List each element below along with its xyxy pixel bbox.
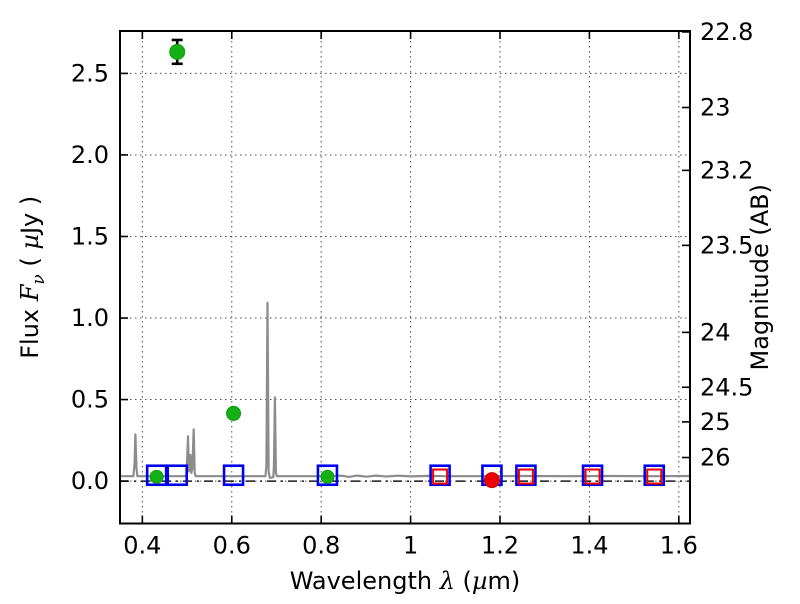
magnitude-tick-label: 25	[700, 408, 731, 436]
red-circle-series	[483, 472, 500, 489]
y-axis-left-label: Flux Fν ( µJy )	[16, 196, 49, 359]
red-open-square-marker	[584, 468, 601, 485]
blue-open-square-marker	[643, 464, 666, 487]
x-tick-label: 1.2	[481, 532, 519, 560]
x-axis-label: Wavelength λ (µm)	[290, 567, 521, 595]
green-circle-marker	[226, 405, 242, 421]
magnitude-tick-label: 24	[700, 318, 731, 346]
flux-tick-label: 1.5	[71, 222, 109, 250]
green-circle-series	[149, 38, 335, 484]
blue-open-square-marker	[316, 464, 339, 487]
green-circle-marker	[320, 469, 335, 484]
red-open-square-marker	[432, 468, 449, 485]
frame-group	[119, 30, 691, 525]
x-tick-label: 0.6	[213, 532, 251, 560]
red-open-square-marker	[517, 468, 534, 485]
x-tick-label: 1.4	[570, 532, 608, 560]
y-right-tick-labels: 22.8 23 23.2 23.5 24 24.5 25 26	[700, 18, 753, 472]
magnitude-tick-label: 23.2	[700, 156, 753, 184]
red-circle-marker	[483, 472, 500, 489]
y-right-label-group: Magnitude (AB)	[746, 184, 774, 370]
magnitude-tick-label: 22.8	[700, 18, 753, 46]
flux-tick-label: 2.0	[71, 141, 109, 169]
x-tick-labels: 0.4 0.6 0.8 1 1.2 1.4 1.6	[123, 532, 698, 560]
tick-marks	[120, 31, 690, 524]
y-left-label-group: Flux Fν ( µJy )	[16, 196, 49, 359]
plot-frame	[119, 30, 691, 525]
blue-open-square-marker	[145, 464, 168, 487]
x-tick-label: 1	[403, 532, 418, 560]
blue-square-series	[145, 464, 666, 487]
red-open-square-marker	[646, 468, 663, 485]
magnitude-tick-label: 23	[700, 94, 731, 122]
green-circle-marker	[149, 469, 164, 484]
red-square-series	[432, 468, 663, 485]
x-tick-label: 1.6	[660, 532, 698, 560]
flux-tick-label: 2.5	[71, 59, 109, 87]
spectrum-line	[120, 301, 691, 479]
flux-tick-label: 0.0	[71, 467, 109, 495]
green-circle-marker	[169, 43, 186, 60]
x-tick-label: 0.4	[123, 532, 161, 560]
spectrum-series	[120, 301, 691, 479]
blue-open-square-marker	[515, 464, 537, 487]
blue-open-square-marker	[222, 464, 245, 487]
x-axis-label-group: Wavelength λ (µm)	[290, 567, 521, 595]
magnitude-tick-label: 24.5	[700, 373, 753, 401]
magnitude-tick-label: 26	[700, 444, 731, 472]
y-left-tick-labels: 0.0 0.5 1.0 1.5 2.0 2.5	[71, 59, 109, 495]
magnitude-tick-label: 23.5	[700, 231, 753, 259]
gridlines	[120, 31, 690, 524]
flux-tick-label: 0.5	[71, 386, 109, 414]
y-axis-right-label: Magnitude (AB)	[746, 184, 774, 370]
blue-open-square-marker	[581, 464, 604, 487]
blue-open-square-marker	[166, 464, 189, 487]
flux-tick-label: 1.0	[71, 304, 109, 332]
x-tick-label: 0.8	[302, 532, 340, 560]
blue-open-square-marker	[429, 464, 451, 487]
